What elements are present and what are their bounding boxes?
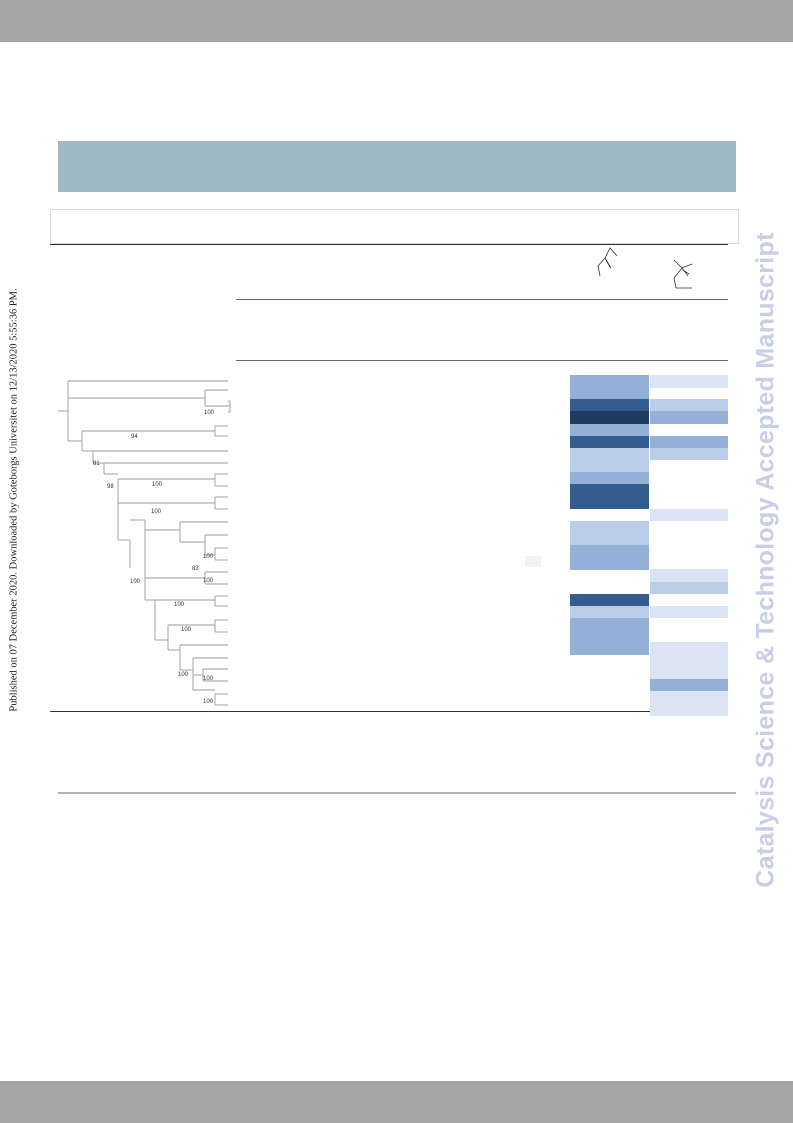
heatmap-cell [570, 496, 649, 510]
bootstrap-label: 81 [93, 461, 100, 467]
heatmap-cell [650, 703, 728, 716]
bootstrap-label: 100 [151, 509, 162, 515]
heatmap-cell [570, 532, 649, 546]
bootstrap-label: 100 [203, 699, 214, 705]
table-bottom-rule [50, 711, 728, 712]
heatmap-cell [650, 447, 728, 461]
table-top-rule [50, 244, 728, 245]
top-margin-bar [0, 0, 793, 42]
heatmap-cell [570, 605, 649, 619]
bootstrap-label: 100 [203, 554, 214, 560]
heatmap-cell [650, 435, 728, 449]
heatmap-cell [570, 387, 649, 400]
bootstrap-label: 100 [178, 672, 189, 678]
bootstrap-label: 100 [204, 410, 215, 416]
bootstrap-label: 100 [203, 578, 214, 584]
bootstrap-label: 100 [152, 482, 163, 488]
heatmap-cell [570, 520, 649, 534]
bootstrap-label: 100 [130, 579, 141, 585]
heatmap-cell [570, 630, 649, 643]
bottom-margin-bar [0, 1081, 793, 1123]
heatmap-cell [570, 423, 649, 437]
heatmap-cell [650, 399, 728, 412]
bootstrap-label: 98 [107, 484, 114, 490]
heatmap-cell [650, 605, 728, 619]
footer-rule [58, 792, 736, 794]
heatmap-cell [570, 447, 649, 461]
bootstrap-label: 100 [203, 676, 214, 682]
heatmap-cell [570, 435, 649, 449]
heatmap-cell [570, 472, 649, 485]
heatmap-cell [650, 508, 728, 522]
bootstrap-label: 100 [181, 627, 192, 633]
heatmap-cell [570, 484, 649, 497]
substrate-2-structure [673, 259, 693, 289]
table-header-rule-1 [236, 299, 728, 300]
heatmap-cell [570, 545, 649, 558]
heatmap-cell [650, 581, 728, 595]
heatmap-cell [570, 557, 649, 570]
heatmap-cell [570, 642, 649, 655]
heatmap-cell [570, 399, 649, 412]
heatmap-cell [650, 666, 728, 680]
heatmap-cell [650, 654, 728, 667]
heatmap-cell [570, 618, 649, 631]
bootstrap-label: 94 [131, 434, 138, 440]
heatmap-cell [570, 460, 649, 473]
bootstrap-label: 100 [174, 602, 185, 608]
substrate-1-structure [597, 247, 618, 277]
bootstrap-label: 83 [192, 566, 199, 572]
heatmap-cell [570, 411, 649, 424]
heatmap-cell [650, 678, 728, 692]
heatmap-cell [650, 690, 728, 704]
heatmap-cell [570, 375, 649, 388]
heatmap-cell [650, 375, 728, 388]
heatmap-cell [570, 593, 649, 607]
heatmap-cell [650, 569, 728, 582]
header-band [58, 141, 736, 192]
heatmap-cell [650, 642, 728, 655]
heatmap-cell [650, 411, 728, 424]
table-header-rule-2 [236, 360, 728, 361]
faint-cell [525, 556, 541, 567]
table-caption-box [50, 209, 739, 244]
